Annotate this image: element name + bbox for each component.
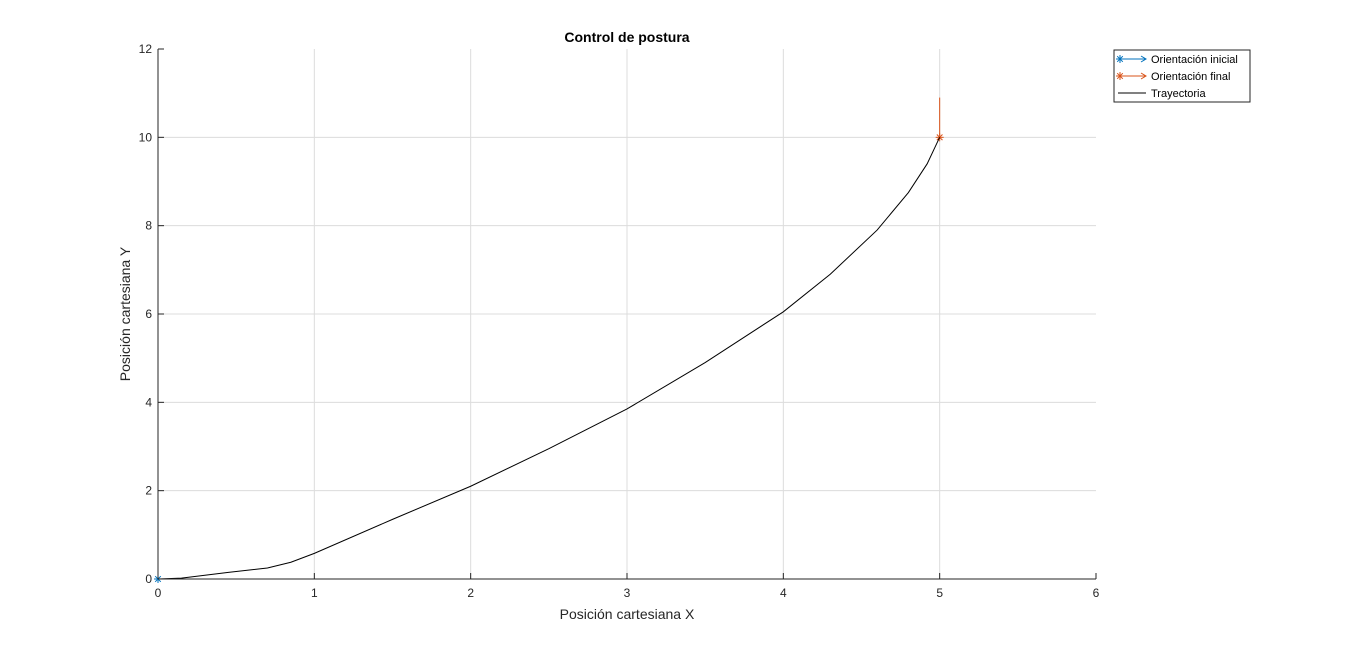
legend-label: Trayectoria (1151, 88, 1206, 100)
x-tick-label: 3 (624, 586, 631, 600)
legend-arrowhead (1140, 72, 1147, 80)
y-tick-label: 2 (145, 484, 152, 498)
chart-title: Control de postura (564, 29, 689, 45)
legend-arrowhead (1140, 55, 1147, 63)
y-tick-label: 12 (139, 42, 153, 56)
y-tick-label: 6 (145, 307, 152, 321)
legend-marker (1116, 55, 1124, 63)
y-tick-label: 10 (139, 130, 153, 144)
legend-marker (1116, 72, 1124, 80)
x-tick-label: 5 (936, 586, 943, 600)
legend: Orientación inicial Orientación final Tr… (1113, 49, 1251, 103)
legend-label: Orientación inicial (1151, 54, 1238, 66)
trajectory-line (157, 137, 941, 580)
y-tick-label: 8 (145, 219, 152, 233)
x-axis-label: Posición cartesiana X (560, 606, 695, 622)
legend-label: Orientación final (1151, 71, 1231, 83)
grid-lines (158, 49, 1096, 579)
series-layer (154, 97, 944, 583)
y-tick-label: 4 (145, 395, 152, 409)
x-tick-label: 2 (467, 586, 474, 600)
y-tick-label: 0 (145, 572, 152, 586)
x-tick-label: 4 (780, 586, 787, 600)
x-tick-label: 6 (1093, 586, 1100, 600)
y-axis-label: Posición cartesiana Y (117, 246, 133, 381)
x-tick-label: 1 (311, 586, 318, 600)
axes (157, 48, 1097, 580)
x-tick-label: 0 (155, 586, 162, 600)
